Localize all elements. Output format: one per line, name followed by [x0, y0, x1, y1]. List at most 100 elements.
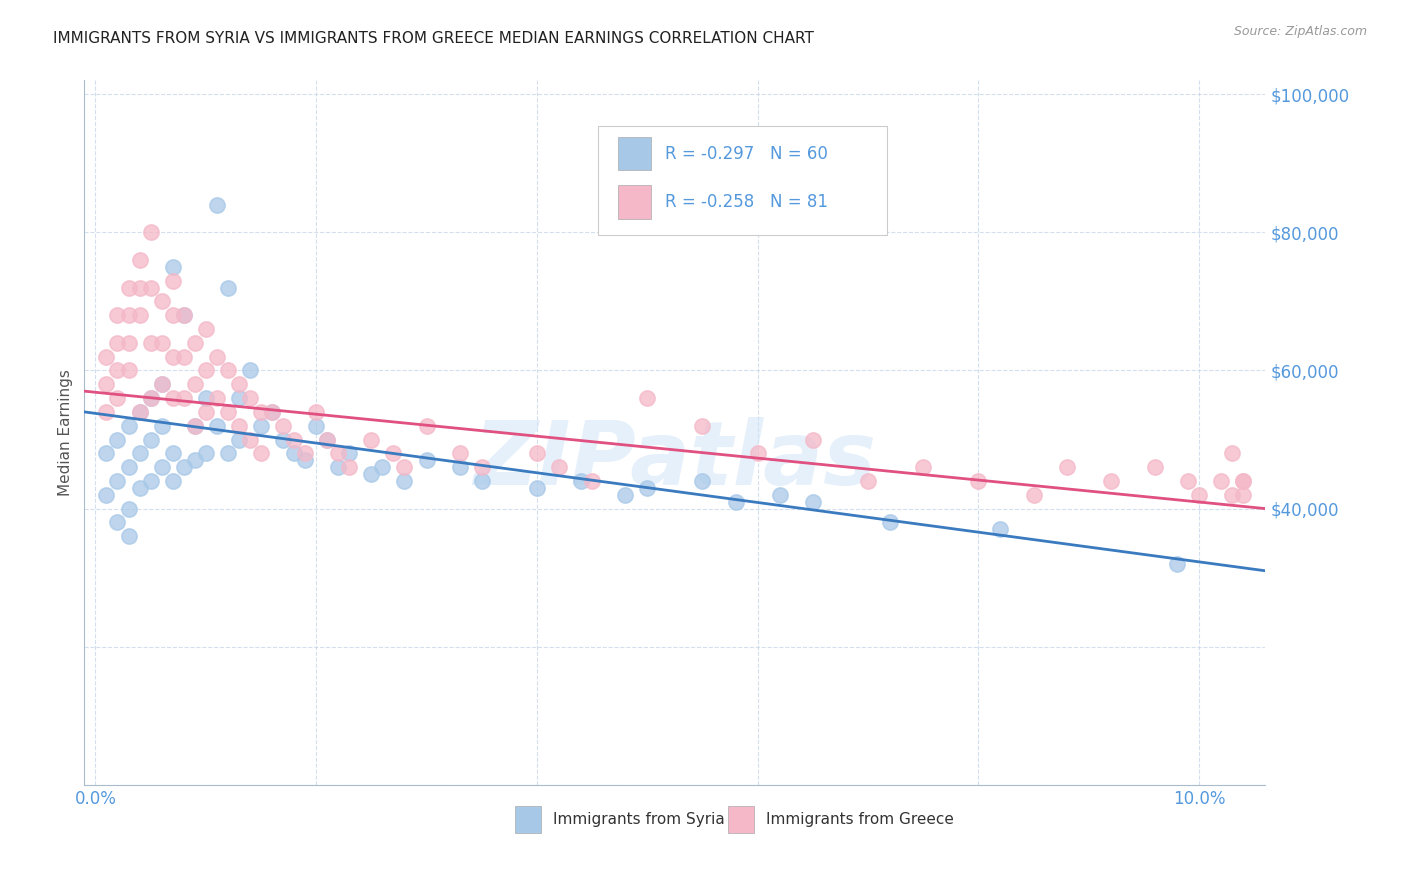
Bar	[516, 806, 541, 833]
Point	[184, 418, 207, 433]
Point	[162, 446, 184, 460]
Point	[150, 460, 173, 475]
Point	[636, 481, 658, 495]
Point	[194, 446, 217, 460]
Bar	[619, 186, 651, 219]
Point	[260, 405, 283, 419]
Point	[217, 280, 239, 294]
Point	[228, 433, 250, 447]
Point	[205, 350, 228, 364]
Point	[184, 335, 207, 350]
Point	[217, 446, 239, 460]
Point	[394, 460, 416, 475]
Point	[316, 433, 339, 447]
Point	[96, 488, 118, 502]
Point	[856, 474, 879, 488]
Point	[217, 405, 239, 419]
Point	[194, 405, 217, 419]
Point	[250, 418, 273, 433]
Point	[117, 501, 139, 516]
FancyBboxPatch shape	[598, 126, 887, 235]
Point	[96, 350, 118, 364]
Bar	[728, 806, 754, 833]
Point	[96, 405, 118, 419]
Point	[1099, 474, 1122, 488]
Point	[228, 391, 250, 405]
Point	[1188, 488, 1211, 502]
Point	[184, 453, 207, 467]
Bar	[619, 136, 651, 170]
Point	[239, 363, 262, 377]
Point	[117, 308, 139, 322]
Point	[184, 418, 207, 433]
Point	[967, 474, 990, 488]
Point	[239, 391, 262, 405]
Point	[217, 363, 239, 377]
Point	[1211, 474, 1233, 488]
Point	[294, 446, 316, 460]
Point	[1220, 488, 1243, 502]
Point	[1022, 488, 1045, 502]
Point	[360, 433, 382, 447]
Point	[173, 391, 195, 405]
Point	[128, 405, 150, 419]
Point	[117, 418, 139, 433]
Point	[526, 481, 548, 495]
Point	[636, 391, 658, 405]
Text: Immigrants from Syria: Immigrants from Syria	[553, 812, 725, 827]
Point	[581, 474, 603, 488]
Point	[394, 474, 416, 488]
Point	[150, 377, 173, 392]
Point	[1143, 460, 1166, 475]
Point	[337, 446, 360, 460]
Point	[614, 488, 637, 502]
Point	[107, 433, 129, 447]
Point	[569, 474, 592, 488]
Point	[162, 308, 184, 322]
Point	[184, 377, 207, 392]
Point	[205, 391, 228, 405]
Point	[305, 405, 328, 419]
Point	[162, 350, 184, 364]
Point	[107, 474, 129, 488]
Point	[96, 446, 118, 460]
Point	[139, 391, 162, 405]
Text: R = -0.258   N = 81: R = -0.258 N = 81	[665, 194, 828, 211]
Point	[107, 391, 129, 405]
Point	[415, 453, 437, 467]
Point	[173, 308, 195, 322]
Point	[471, 460, 494, 475]
Point	[305, 418, 328, 433]
Point	[360, 467, 382, 481]
Point	[162, 260, 184, 274]
Point	[724, 494, 747, 508]
Point	[194, 391, 217, 405]
Point	[239, 433, 262, 447]
Point	[107, 516, 129, 530]
Text: IMMIGRANTS FROM SYRIA VS IMMIGRANTS FROM GREECE MEDIAN EARNINGS CORRELATION CHAR: IMMIGRANTS FROM SYRIA VS IMMIGRANTS FROM…	[53, 31, 814, 46]
Point	[139, 474, 162, 488]
Point	[194, 363, 217, 377]
Point	[150, 335, 173, 350]
Point	[801, 494, 824, 508]
Point	[128, 280, 150, 294]
Point	[283, 433, 305, 447]
Point	[117, 280, 139, 294]
Point	[879, 516, 901, 530]
Point	[139, 280, 162, 294]
Point	[1056, 460, 1078, 475]
Point	[162, 391, 184, 405]
Point	[139, 433, 162, 447]
Point	[1166, 557, 1188, 571]
Point	[415, 418, 437, 433]
Point	[150, 294, 173, 309]
Point	[173, 460, 195, 475]
Point	[382, 446, 405, 460]
Point	[117, 363, 139, 377]
Point	[162, 274, 184, 288]
Point	[990, 522, 1012, 536]
Point	[128, 405, 150, 419]
Point	[526, 446, 548, 460]
Point	[107, 308, 129, 322]
Point	[769, 488, 792, 502]
